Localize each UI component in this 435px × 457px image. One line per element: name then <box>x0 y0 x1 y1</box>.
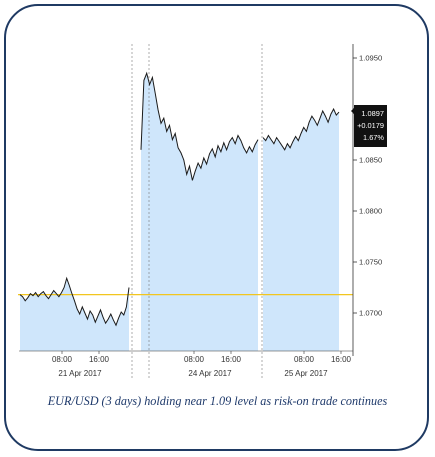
x-time-label: 08:00 <box>184 355 205 364</box>
last-value-pointer <box>351 108 354 114</box>
x-time-label: 08:00 <box>294 355 315 364</box>
x-date-label: 24 Apr 2017 <box>188 369 232 378</box>
series-line-1 <box>19 276 130 327</box>
y-tick-label: 1.0850 <box>359 156 382 165</box>
last-value-text: +0.0179 <box>357 121 384 130</box>
x-date-label: 21 Apr 2017 <box>58 369 102 378</box>
series-line-2 <box>140 71 259 181</box>
y-tick-label: 1.0750 <box>359 258 382 267</box>
last-value-text: 1.0897 <box>361 109 384 118</box>
y-tick-label: 1.0800 <box>359 207 382 216</box>
last-value-text: 1.67% <box>363 133 384 142</box>
x-time-label: 16:00 <box>89 355 110 364</box>
series-area-3 <box>263 109 339 351</box>
x-time-label: 16:00 <box>221 355 242 364</box>
x-time-label: 08:00 <box>52 355 73 364</box>
x-time-label: 16:00 <box>331 355 352 364</box>
chart-caption: EUR/USD (3 days) holding near 1.09 level… <box>47 394 388 408</box>
series-area-2 <box>141 73 258 352</box>
last-value-box <box>354 105 387 147</box>
y-tick-label: 1.0700 <box>359 309 382 318</box>
series-line-3 <box>262 107 340 151</box>
y-tick-label: 1.0950 <box>359 54 382 63</box>
x-date-label: 25 Apr 2017 <box>284 369 328 378</box>
series-area-1 <box>20 278 129 351</box>
